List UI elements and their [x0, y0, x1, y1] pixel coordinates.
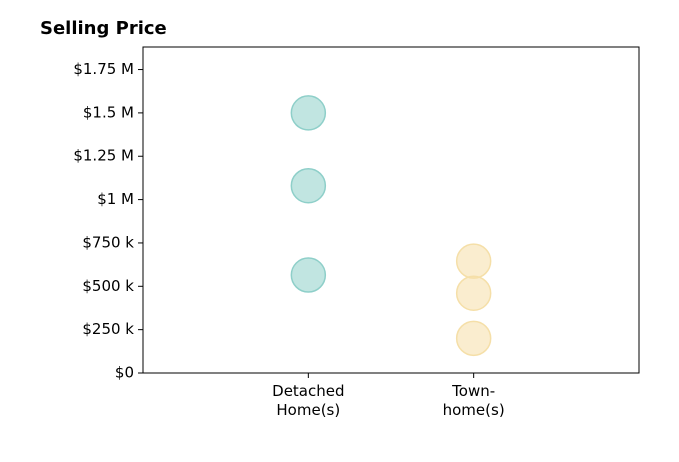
point — [290, 167, 327, 204]
x-tick-label: Town- home(s) — [442, 382, 505, 419]
x-tick-label: Detached Home(s) — [272, 382, 345, 419]
point — [290, 95, 327, 131]
y-tick-label: $1.5 M — [83, 103, 134, 121]
point — [290, 257, 327, 293]
y-tick-label: $1.25 M — [73, 147, 134, 165]
plot-frame — [142, 46, 640, 374]
y-tick-label: $0 — [115, 364, 134, 382]
y-tick-label: $750 k — [82, 233, 134, 251]
y-tick-label: $1.75 M — [73, 60, 134, 78]
y-tick-label: $1 M — [97, 190, 134, 208]
point — [455, 243, 492, 279]
y-tick-label: $250 k — [82, 320, 134, 338]
point — [455, 320, 492, 357]
y-tick-label: $500 k — [82, 277, 134, 295]
chart-title: Selling Price — [40, 18, 167, 39]
point — [455, 275, 492, 311]
